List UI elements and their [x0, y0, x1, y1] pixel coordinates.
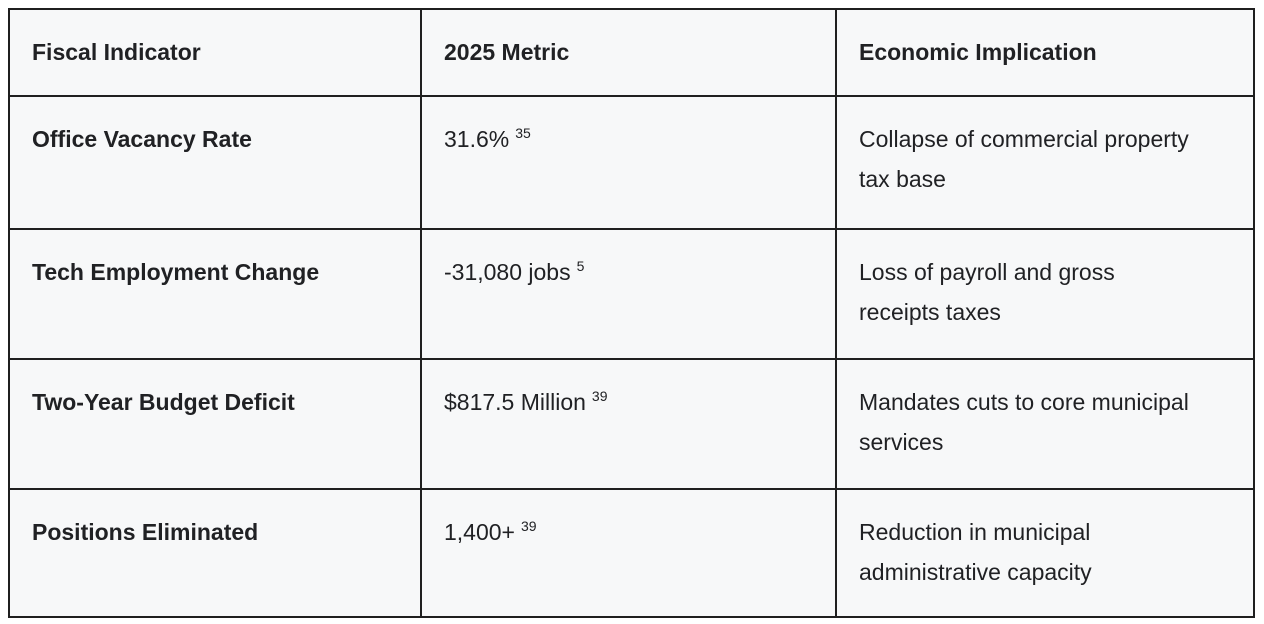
metric-cell: -31,080 jobs 5: [420, 228, 837, 360]
metric-cell: $817.5 Million 39: [420, 358, 837, 490]
implication-text: Loss of payroll and gross receipts taxes: [859, 259, 1115, 325]
table-header-row: Fiscal Indicator 2025 Metric Economic Im…: [8, 8, 1255, 97]
table-row: Two-Year Budget Deficit $817.5 Million 39…: [8, 358, 1255, 490]
implication-cell: Collapse of commercial property tax base: [835, 95, 1255, 230]
implication-text: Reduction in municipal administrative ca…: [859, 519, 1092, 585]
citation-superscript: 39: [591, 388, 608, 404]
table-row: Tech Employment Change -31,080 jobs 5 Los…: [8, 228, 1255, 360]
metric-value: 1,400+: [444, 519, 515, 545]
metric-cell: 31.6% 35: [420, 95, 837, 230]
citation-superscript: 5: [576, 258, 585, 274]
indicator-cell: Office Vacancy Rate: [8, 95, 422, 230]
citation-superscript: 35: [515, 125, 531, 141]
metric-value: 31.6%: [444, 126, 510, 152]
metric-cell: 1,400+ 39: [420, 488, 837, 618]
column-header-fiscal-indicator: Fiscal Indicator: [8, 8, 422, 97]
implication-cell: Loss of payroll and gross receipts taxes: [835, 228, 1255, 360]
column-header-economic-implication: Economic Implication: [835, 8, 1255, 97]
indicator-cell: Positions Eliminated: [8, 488, 422, 618]
citation-superscript: 39: [521, 518, 537, 534]
column-header-2025-metric: 2025 Metric: [420, 8, 837, 97]
table-row: Positions Eliminated 1,400+ 39 Reduction …: [8, 488, 1255, 618]
implication-cell: Mandates cuts to core municipal services: [835, 358, 1255, 490]
implication-text: Mandates cuts to core municipal services: [859, 389, 1189, 455]
metric-value: -31,080 jobs: [444, 259, 571, 285]
implication-cell: Reduction in municipal administrative ca…: [835, 488, 1255, 618]
table-row: Office Vacancy Rate 31.6% 35 Collapse of …: [8, 95, 1255, 230]
fiscal-indicators-table: Fiscal Indicator 2025 Metric Economic Im…: [8, 8, 1255, 618]
indicator-cell: Tech Employment Change: [8, 228, 422, 360]
metric-value: $817.5 Million: [444, 389, 586, 415]
indicator-cell: Two-Year Budget Deficit: [8, 358, 422, 490]
implication-text: Collapse of commercial property tax base: [859, 126, 1189, 192]
